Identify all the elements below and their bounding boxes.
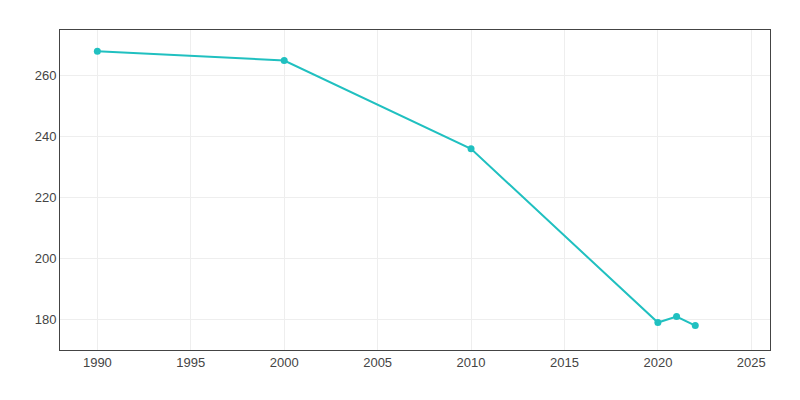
svg-text:1995: 1995 (176, 355, 205, 370)
svg-text:2020: 2020 (643, 355, 672, 370)
svg-text:2015: 2015 (550, 355, 579, 370)
svg-text:260: 260 (35, 68, 57, 83)
svg-text:1990: 1990 (83, 355, 112, 370)
svg-text:240: 240 (35, 129, 57, 144)
svg-text:200: 200 (35, 251, 57, 266)
svg-text:2010: 2010 (457, 355, 486, 370)
svg-text:2005: 2005 (363, 355, 392, 370)
svg-text:180: 180 (35, 312, 57, 327)
svg-text:2025: 2025 (737, 355, 766, 370)
svg-text:2000: 2000 (270, 355, 299, 370)
svg-text:220: 220 (35, 190, 57, 205)
